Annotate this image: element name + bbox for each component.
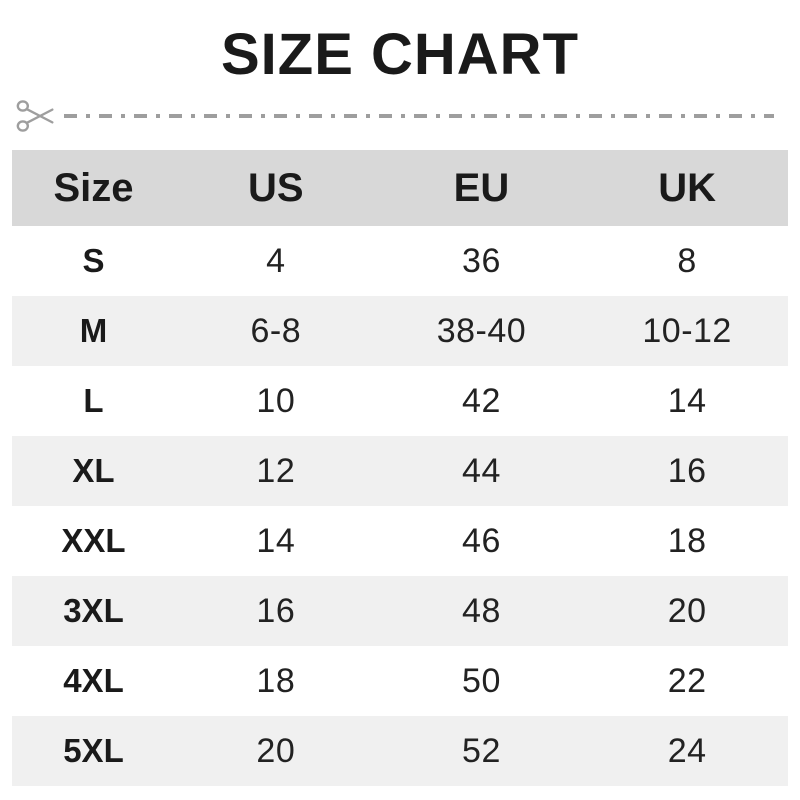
table-row: XXL 14 46 18 [12, 506, 788, 576]
size-table: Size US EU UK S 4 36 8 M 6-8 38-40 10-12… [12, 150, 788, 786]
table-row: 4XL 18 50 22 [12, 646, 788, 716]
size-cell: XL [72, 452, 115, 489]
table-header-row: Size US EU UK [12, 150, 788, 226]
eu-cell: 46 [462, 521, 501, 560]
uk-cell: 20 [667, 591, 707, 630]
table-row: XL 12 44 16 [12, 436, 788, 506]
us-cell: 12 [256, 451, 296, 490]
size-cell: 5XL [63, 732, 124, 769]
size-cell: M [79, 312, 108, 349]
size-cell: XXL [61, 522, 126, 559]
column-header-size: Size [53, 165, 134, 210]
uk-cell: 8 [677, 241, 697, 280]
cut-dash-line [64, 114, 774, 118]
size-cell: 3XL [63, 592, 124, 629]
table-row: 3XL 16 48 20 [12, 576, 788, 646]
us-cell: 18 [256, 661, 296, 700]
eu-cell: 36 [462, 241, 501, 280]
uk-cell: 16 [667, 451, 707, 490]
eu-cell: 44 [462, 451, 501, 490]
table-row: L 10 42 14 [12, 366, 788, 436]
uk-cell: 22 [667, 661, 707, 700]
uk-cell: 14 [667, 381, 707, 420]
table-row: S 4 36 8 [12, 226, 788, 296]
eu-cell: 38-40 [436, 311, 527, 350]
eu-cell: 52 [462, 731, 501, 770]
table-row: 5XL 20 52 24 [12, 716, 788, 786]
uk-cell: 24 [667, 731, 707, 770]
us-cell: 20 [256, 731, 296, 770]
size-cell: S [82, 242, 105, 279]
uk-cell: 10-12 [642, 311, 732, 350]
size-cell: L [83, 382, 104, 419]
us-cell: 6-8 [250, 311, 302, 350]
us-cell: 4 [266, 241, 286, 280]
uk-cell: 18 [667, 521, 707, 560]
eu-cell: 50 [462, 661, 501, 700]
scissors-icon [16, 100, 54, 132]
column-header-uk: UK [658, 165, 716, 210]
us-cell: 16 [256, 591, 296, 630]
page-title: SIZE CHART [221, 22, 579, 87]
eu-cell: 42 [462, 381, 501, 420]
us-cell: 10 [256, 381, 296, 420]
eu-cell: 48 [462, 591, 501, 630]
column-header-eu: EU [453, 165, 510, 210]
column-header-us: US [248, 165, 304, 210]
us-cell: 14 [256, 521, 296, 560]
size-cell: 4XL [63, 662, 124, 699]
table-row: M 6-8 38-40 10-12 [12, 296, 788, 366]
cut-line [16, 94, 774, 138]
